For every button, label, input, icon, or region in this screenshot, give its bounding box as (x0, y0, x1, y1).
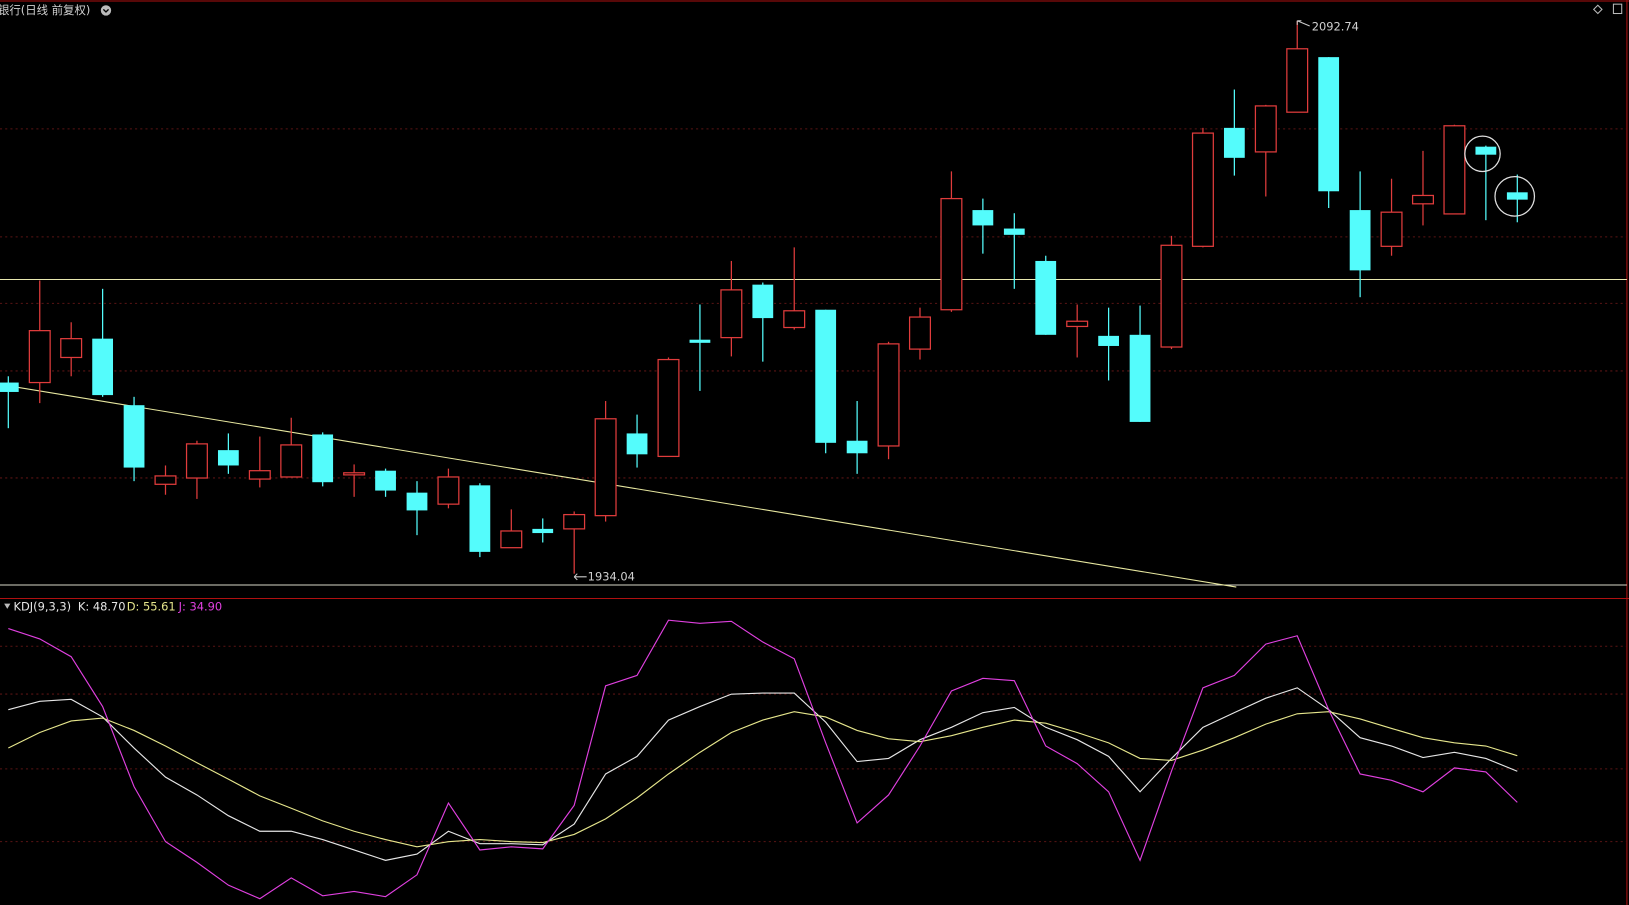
candle-body (532, 528, 554, 534)
candle-body (469, 485, 491, 552)
candle-body (312, 434, 334, 483)
candle-body (1380, 211, 1403, 247)
candle-body (60, 338, 83, 359)
candle-body (783, 310, 806, 329)
candle-body (846, 440, 868, 454)
candle-body (1318, 57, 1340, 192)
candle-body (92, 338, 114, 396)
legend-entry: K: 48.70 (78, 599, 126, 613)
candle-body (720, 289, 743, 339)
highlight-circle (1464, 135, 1501, 173)
candle-body (1506, 192, 1528, 200)
indicator-title: KDJ(9,3,3) (14, 599, 72, 613)
candle-body (0, 382, 19, 392)
candle-body (154, 475, 177, 485)
dropdown-icon[interactable] (100, 5, 112, 16)
candle-body (1035, 260, 1057, 335)
kdj-line (8, 619, 1518, 900)
highlight-circle (1494, 176, 1536, 217)
candle-body (406, 492, 428, 511)
candle-body (940, 197, 963, 311)
candle-body (1160, 244, 1183, 348)
candle-body (594, 418, 617, 517)
candle-body (972, 210, 994, 226)
candle-body (626, 433, 648, 455)
candle-body (1411, 194, 1434, 205)
candle-body (1349, 210, 1371, 271)
candle-body (689, 339, 711, 343)
candle-body (563, 513, 586, 530)
candle-body (343, 472, 366, 476)
candle-body (280, 444, 303, 478)
candle-body (1254, 105, 1277, 153)
candles: 2092.74 1934.04 (0, 19, 1528, 583)
candle-body (123, 405, 145, 468)
drawn-trend-line (0, 383, 1237, 588)
annotation-arrow (573, 573, 587, 581)
dropdown-arrow (102, 8, 110, 13)
candle-body (437, 476, 460, 505)
candle-body (375, 470, 396, 491)
kdj-line (8, 687, 1518, 861)
candle-body (657, 358, 680, 458)
title-dropdown[interactable] (100, 5, 112, 16)
candle-body (28, 330, 51, 384)
candle-body (1443, 125, 1466, 215)
kdj-grid (0, 645, 1627, 843)
annotation-arrow (1296, 20, 1310, 27)
toolbar-icon[interactable] (1592, 4, 1603, 15)
candle-body (1066, 320, 1089, 328)
candle-body (217, 450, 239, 466)
legend-entry: D: 55.61 (127, 599, 176, 613)
toolbar-icon[interactable] (1612, 3, 1623, 15)
candle-body (752, 284, 774, 319)
high-label: 2092.74 (1312, 19, 1359, 33)
candle-body (1003, 228, 1025, 235)
candle-body (908, 316, 932, 350)
legend-entry: J: 34.90 (178, 599, 222, 613)
candle-body (1098, 335, 1120, 346)
candle-body (500, 530, 523, 549)
low-label: 1934.04 (588, 569, 635, 583)
candle-body (815, 309, 837, 443)
candle-body (1191, 132, 1214, 247)
candle-body (1129, 334, 1151, 422)
kdj-lines (8, 619, 1518, 900)
candle-body (185, 443, 208, 479)
candle-body (1286, 48, 1309, 113)
candle-body (1223, 127, 1245, 158)
candle-body (248, 470, 271, 480)
candle-body (1475, 146, 1497, 155)
indicator-menu-icon[interactable] (4, 603, 11, 609)
chart-title: 银行(日线 前复权) (0, 3, 90, 17)
candle-body (877, 343, 900, 447)
kdj-line (8, 711, 1518, 848)
